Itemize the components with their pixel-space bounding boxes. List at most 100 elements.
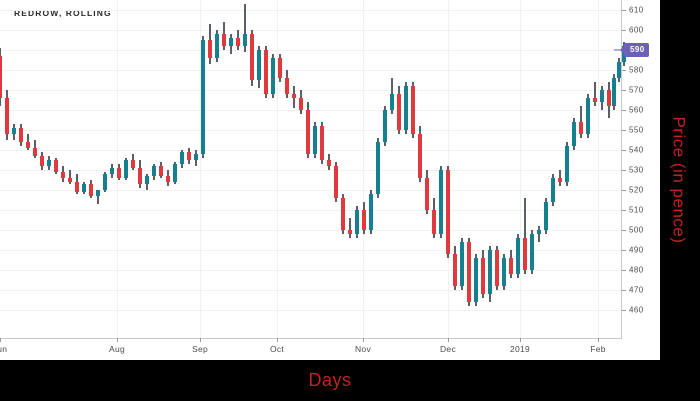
candle-body-down (480, 258, 486, 294)
candle-body-up (214, 34, 220, 58)
y-axis-tick-label: 530 (629, 165, 644, 175)
y-axis-tick-label: 610 (629, 5, 644, 15)
gridline-horizontal (0, 310, 622, 311)
candle-body-up (144, 176, 150, 184)
candle-body-down (249, 34, 255, 80)
candle-body-up (515, 238, 521, 274)
gridline-horizontal (0, 210, 622, 211)
candle-body-down (340, 198, 346, 230)
x-axis-tick-mark (520, 338, 521, 342)
y-axis-tick-label: 600 (629, 25, 644, 35)
gridline-horizontal (0, 70, 622, 71)
candle-wick (69, 170, 71, 184)
gridline-horizontal (0, 130, 622, 131)
candle-body-down (130, 160, 136, 168)
y-axis-tick-mark (622, 90, 626, 91)
candle-body-up (585, 98, 591, 134)
candle-body-up (459, 242, 465, 286)
candle-body-down (277, 58, 283, 78)
gridline-horizontal (0, 50, 622, 51)
candle-body-down (263, 50, 269, 94)
candle-body-down (25, 142, 31, 148)
chart-panel: REDROW, ROLLING 610 600 590 580 570 560 550 540… (0, 0, 660, 360)
y-axis-tick-label: 520 (629, 185, 644, 195)
candle-body-down (319, 126, 325, 160)
candle-body-up (46, 160, 52, 166)
gridline-vertical (598, 0, 599, 338)
candle-body-down (424, 178, 430, 210)
candle-body-down (18, 128, 24, 142)
y-axis-tick-mark (622, 310, 626, 311)
y-axis-tick-mark (622, 210, 626, 211)
candle-body-up (382, 110, 388, 142)
y-axis-tick-mark (622, 10, 626, 11)
y-axis-tick-label: 560 (629, 105, 644, 115)
candle-body-up (11, 128, 17, 134)
y-axis-tick-label: 500 (629, 225, 644, 235)
y-axis-tick-label: 550 (629, 125, 644, 135)
candle-body-up (193, 154, 199, 160)
candle-wick (594, 82, 596, 106)
gridline-horizontal (0, 230, 622, 231)
candle-body-up (368, 194, 374, 230)
y-axis-tick-mark (622, 30, 626, 31)
y-axis-tick-mark (622, 190, 626, 191)
gridline-vertical (363, 0, 364, 338)
candle-body-down (0, 56, 3, 98)
y-axis-tick-mark (622, 290, 626, 291)
y-axis-title: Price (in pence) (660, 0, 698, 360)
candle-body-up (109, 168, 115, 174)
candle-body-up (151, 166, 157, 176)
x-axis-tick-label: Oct (269, 344, 285, 354)
x-axis-tick-label: Sep (191, 344, 209, 354)
candle-body-up (81, 184, 87, 192)
candle-wick (538, 226, 540, 242)
candle-body-down (466, 242, 472, 302)
current-price-badge[interactable]: 590 (620, 43, 649, 57)
candle-body-up (501, 258, 507, 286)
x-axis-tick-label: Nov (354, 344, 372, 354)
current-price-line (614, 49, 623, 51)
candle-body-up (242, 34, 248, 46)
y-axis-tick-label: 540 (629, 145, 644, 155)
candle-body-up (473, 258, 479, 302)
y-axis-tick-mark (622, 170, 626, 171)
candle-body-up (403, 86, 409, 130)
candle-body-down (165, 176, 171, 182)
x-axis-tick-mark (448, 338, 449, 342)
candle-body-up (599, 90, 605, 102)
candle-wick (524, 198, 526, 274)
x-axis-tick-label: 2019 (509, 344, 531, 354)
candle-body-down (137, 168, 143, 184)
candle-body-down (60, 172, 66, 178)
candle-body-down (508, 258, 514, 274)
candlestick-plot-area[interactable] (0, 0, 627, 338)
gridline-horizontal (0, 110, 622, 111)
candle-wick (244, 4, 246, 52)
candle-body-down (235, 38, 241, 46)
y-axis-tick-label: 480 (629, 265, 644, 275)
gridline-horizontal (0, 30, 622, 31)
candle-body-up (564, 146, 570, 182)
x-axis-tick-label: Jun (0, 344, 8, 354)
x-axis: Jun Aug Sep Oct Nov Dec 2019 Feb (0, 338, 622, 360)
candle-body-up (375, 142, 381, 194)
y-axis-tick-label: 460 (629, 305, 644, 315)
candle-body-down (578, 122, 584, 134)
y-axis-tick-mark (622, 150, 626, 151)
gridline-horizontal (0, 190, 622, 191)
candle-body-up (312, 126, 318, 154)
candle-body-down (326, 160, 332, 166)
candle-body-down (186, 152, 192, 160)
chart-title: REDROW, ROLLING (14, 8, 112, 18)
candle-body-down (592, 98, 598, 102)
candle-body-down (333, 166, 339, 198)
candle-body-down (522, 238, 528, 270)
candle-body-down (298, 98, 304, 110)
x-axis-line (0, 338, 622, 340)
candle-body-up (102, 174, 108, 190)
candle-body-down (452, 254, 458, 286)
gridline-horizontal (0, 150, 622, 151)
x-axis-title-text: Days (308, 370, 352, 390)
